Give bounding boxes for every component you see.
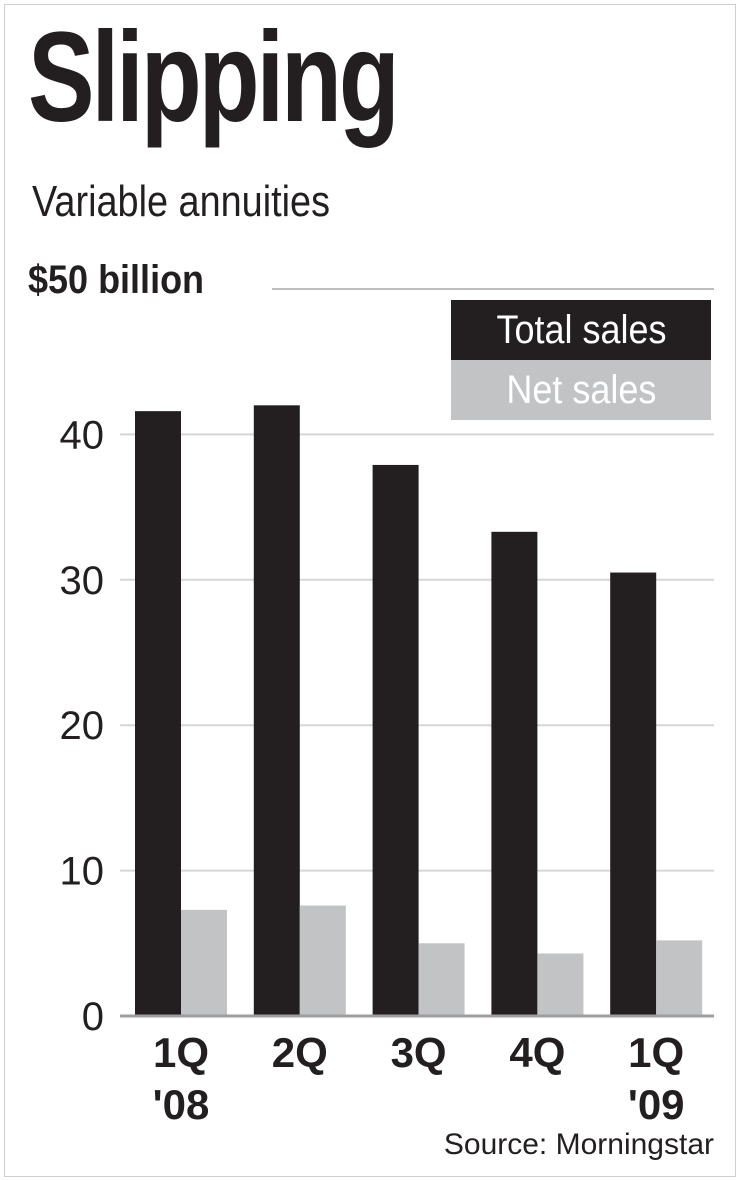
y-axis-unit-label: $50 billion [28, 258, 205, 302]
x-tick-label-5-line-2: '09 [628, 1081, 685, 1128]
y-tick-label-40: 40 [60, 413, 105, 457]
y-tick-label-20: 20 [60, 704, 105, 748]
legend-net-sales: Net sales [451, 360, 711, 420]
x-tick-label-1-line-2: '08 [153, 1081, 210, 1128]
source-note: Source: Morningstar [443, 1128, 714, 1161]
y-tick-label-30: 30 [60, 559, 105, 603]
bar-total-sales-4 [491, 531, 538, 1016]
bar-total-sales-2 [253, 405, 300, 1016]
y-tick-label-10: 10 [60, 850, 105, 894]
chart-subtitle: Variable annuities [32, 177, 331, 226]
bar-total-sales-3 [372, 464, 419, 1017]
x-tick-label-2-line-1: 2Q [272, 1029, 328, 1076]
legend-net-sales-label: Net sales [505, 368, 657, 412]
x-tick-label-4-line-1: 4Q [509, 1029, 565, 1076]
legend-total-sales-label: Total sales [495, 308, 667, 352]
chart-frame [4, 4, 736, 1177]
chart-title: Slipping [28, 6, 400, 149]
bar-net-sales-3 [418, 943, 465, 1016]
bar-net-sales-5 [656, 940, 703, 1016]
x-tick-label-3-line-1: 3Q [391, 1029, 447, 1076]
x-tick-label-5-line-1: 1Q [628, 1029, 684, 1076]
legend-total-sales: Total sales [451, 300, 711, 360]
bar-net-sales-1 [181, 909, 227, 1016]
bar-total-sales-1 [135, 411, 181, 1016]
y-tick-label-0: 0 [82, 995, 104, 1039]
bar-total-sales-5 [610, 572, 657, 1016]
bar-net-sales-4 [537, 953, 584, 1016]
bar-net-sales-2 [299, 905, 346, 1016]
x-tick-label-1-line-1: 1Q [153, 1029, 209, 1076]
